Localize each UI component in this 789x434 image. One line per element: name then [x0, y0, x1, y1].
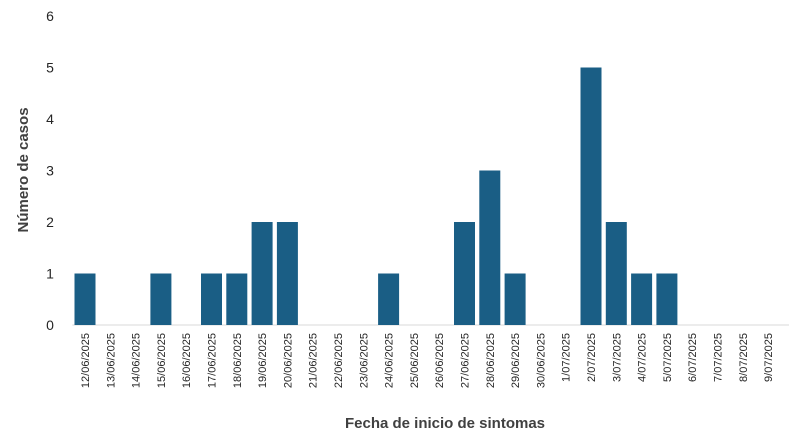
x-tick-label: 14/06/2025	[131, 333, 143, 388]
x-tick-label: 18/06/2025	[232, 333, 244, 388]
bar	[605, 222, 627, 325]
bar	[251, 222, 273, 325]
y-tick-label: 3	[46, 163, 54, 179]
y-tick-label: 5	[46, 60, 54, 76]
x-tick-label: 27/06/2025	[460, 333, 472, 388]
bar	[580, 67, 602, 325]
y-tick-label: 4	[46, 111, 54, 127]
x-tick-label: 20/06/2025	[282, 333, 294, 388]
x-tick-label: 15/06/2025	[156, 333, 168, 388]
bar	[631, 273, 653, 325]
y-tick-label: 2	[46, 214, 54, 230]
x-tick-label: 12/06/2025	[80, 333, 92, 388]
x-tick-label: 30/06/2025	[535, 333, 547, 388]
bar	[74, 273, 96, 325]
bar	[479, 170, 501, 325]
x-tick-label: 13/06/2025	[105, 333, 117, 388]
bar	[226, 273, 248, 325]
bar	[150, 273, 172, 325]
x-tick-label: 29/06/2025	[510, 333, 522, 388]
x-tick-label: 24/06/2025	[384, 333, 396, 388]
x-tick-label: 7/07/2025	[713, 333, 725, 382]
x-tick-label: 28/06/2025	[485, 333, 497, 388]
x-tick-label: 6/07/2025	[687, 333, 699, 382]
x-tick-label: 19/06/2025	[257, 333, 269, 388]
x-tick-label: 16/06/2025	[181, 333, 193, 388]
y-tick-label: 0	[46, 317, 54, 333]
y-tick-label: 1	[46, 266, 54, 282]
x-tick-label: 25/06/2025	[409, 333, 421, 388]
bar	[276, 222, 298, 325]
x-tick-label: 4/07/2025	[637, 333, 649, 382]
bar	[454, 222, 475, 325]
x-tick-label: 9/07/2025	[763, 333, 775, 382]
y-axis-title: Número de casos	[15, 107, 32, 232]
bar	[201, 273, 222, 325]
x-tick-label: 22/06/2025	[333, 333, 345, 388]
x-tick-label: 3/07/2025	[611, 333, 623, 382]
x-tick-label: 5/07/2025	[662, 333, 674, 382]
bar	[504, 273, 526, 325]
bar	[378, 273, 400, 325]
x-axis-title: Fecha de inicio de sintomas	[345, 415, 545, 432]
x-tick-label: 2/07/2025	[586, 333, 598, 382]
bar	[656, 273, 678, 325]
x-tick-label: 21/06/2025	[308, 333, 320, 388]
x-tick-label: 17/06/2025	[207, 333, 219, 388]
x-tick-label: 23/06/2025	[358, 333, 370, 388]
y-tick-label: 6	[46, 8, 54, 24]
x-tick-label: 1/07/2025	[561, 333, 573, 382]
x-tick-label: 8/07/2025	[738, 333, 750, 382]
x-tick-label: 26/06/2025	[434, 333, 446, 388]
